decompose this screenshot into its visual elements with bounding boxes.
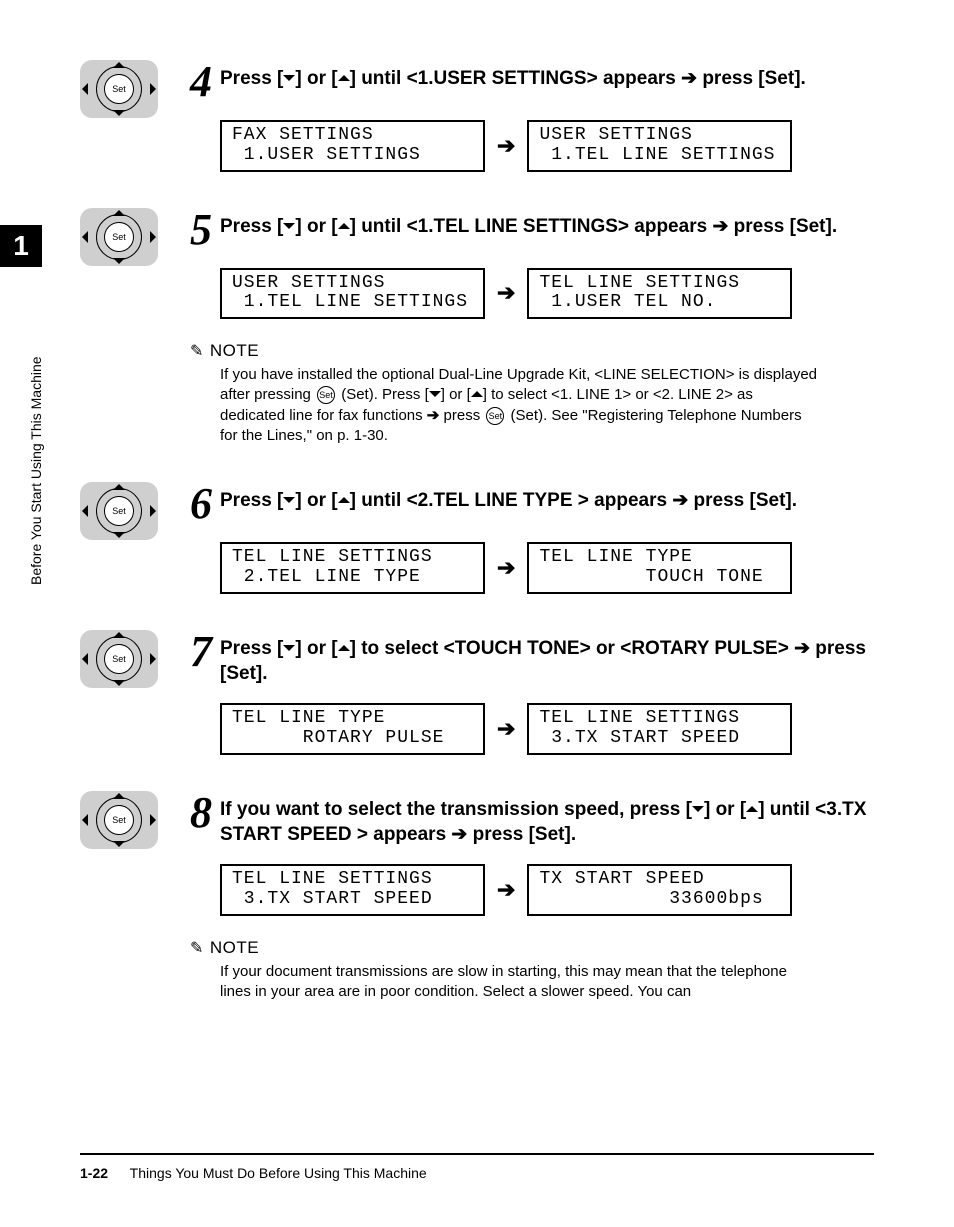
step-instruction: Press [] or [] until <1.TEL LINE SETTING…: [220, 208, 874, 240]
arrow-right-icon: ➔: [427, 407, 440, 424]
dpad-icon: Set: [80, 630, 158, 688]
up-triangle-icon: [338, 497, 350, 503]
pencil-icon: ✎: [190, 341, 204, 361]
note-block: ✎ NOTE If your document transmissions ar…: [190, 938, 874, 1003]
page-footer: 1-22 Things You Must Do Before Using Thi…: [80, 1153, 874, 1181]
step-instruction: Press [] or [] until <1.USER SETTINGS> a…: [220, 60, 874, 92]
lcd-display-row: USER SETTINGS 1.TEL LINE SETTINGS ➔ TEL …: [220, 268, 874, 320]
up-triangle-icon: [338, 223, 350, 229]
down-triangle-icon: [283, 645, 295, 651]
up-triangle-icon: [471, 391, 483, 397]
up-triangle-icon: [338, 75, 350, 81]
lcd-before: TEL LINE TYPE ROTARY PULSE: [220, 703, 485, 755]
chapter-side-tab: 1 Before You Start Using This Machine: [0, 225, 42, 585]
arrow-right-icon: ➔: [681, 68, 697, 89]
lcd-before: TEL LINE SETTINGS 2.TEL LINE TYPE: [220, 542, 485, 594]
chapter-number: 1: [13, 230, 29, 262]
step-number: 4: [190, 60, 212, 104]
lcd-before: USER SETTINGS 1.TEL LINE SETTINGS: [220, 268, 485, 320]
arrow-right-icon: ➔: [451, 824, 467, 845]
lcd-display-row: TEL LINE TYPE ROTARY PULSE ➔ TEL LINE SE…: [220, 703, 874, 755]
page-number: 1-22: [80, 1165, 108, 1181]
step-5: Set 5 Press [] or [] until <1.TEL LINE S…: [80, 208, 874, 447]
lcd-display-row: TEL LINE SETTINGS 2.TEL LINE TYPE ➔ TEL …: [220, 542, 874, 594]
down-triangle-icon: [283, 75, 295, 81]
arrow-right-icon: ➔: [672, 490, 688, 511]
lcd-after: TEL LINE TYPE TOUCH TONE: [527, 542, 792, 594]
lcd-before: TEL LINE SETTINGS 3.TX START SPEED: [220, 864, 485, 916]
up-triangle-icon: [746, 806, 758, 812]
step-number: 6: [190, 482, 212, 526]
lcd-display-row: FAX SETTINGS 1.USER SETTINGS ➔ USER SETT…: [220, 120, 874, 172]
pencil-icon: ✎: [190, 938, 204, 958]
step-7: Set 7 Press [] or [] to select <TOUCH TO…: [80, 630, 874, 755]
step-8: Set 8 If you want to select the transmis…: [80, 791, 874, 1002]
step-number: 8: [190, 791, 212, 835]
step-number: 7: [190, 630, 212, 674]
lcd-display-row: TEL LINE SETTINGS 3.TX START SPEED ➔ TX …: [220, 864, 874, 916]
step-instruction: Press [] or [] until <2.TEL LINE TYPE > …: [220, 482, 874, 514]
lcd-after: TX START SPEED 33600bps: [527, 864, 792, 916]
note-block: ✎ NOTE If you have installed the optiona…: [190, 341, 874, 446]
down-triangle-icon: [283, 223, 295, 229]
arrow-right-icon: ➔: [794, 638, 810, 659]
chapter-number-box: 1: [0, 225, 42, 267]
step-4: Set 4 Press [] or [] until <1.USER SETTI…: [80, 60, 874, 172]
dpad-icon: Set: [80, 791, 158, 849]
step-instruction: Press [] or [] to select <TOUCH TONE> or…: [220, 630, 874, 687]
note-label: ✎ NOTE: [190, 938, 874, 958]
lcd-after: TEL LINE SETTINGS 3.TX START SPEED: [527, 703, 792, 755]
arrow-right-icon: ➔: [497, 133, 515, 159]
step-number: 5: [190, 208, 212, 252]
chapter-side-label: Before You Start Using This Machine: [28, 356, 44, 585]
down-triangle-icon: [283, 497, 295, 503]
dpad-icon: Set: [80, 208, 158, 266]
dpad-icon: Set: [80, 60, 158, 118]
lcd-after: USER SETTINGS 1.TEL LINE SETTINGS: [527, 120, 792, 172]
dpad-icon: Set: [80, 482, 158, 540]
set-circle-icon: Set: [486, 407, 504, 425]
note-text: If you have installed the optional Dual-…: [220, 365, 820, 446]
lcd-before: FAX SETTINGS 1.USER SETTINGS: [220, 120, 485, 172]
lcd-after: TEL LINE SETTINGS 1.USER TEL NO.: [527, 268, 792, 320]
down-triangle-icon: [692, 806, 704, 812]
note-label: ✎ NOTE: [190, 341, 874, 361]
arrow-right-icon: ➔: [497, 716, 515, 742]
up-triangle-icon: [338, 645, 350, 651]
set-circle-icon: Set: [317, 386, 335, 404]
note-text: If your document transmissions are slow …: [220, 962, 820, 1003]
arrow-right-icon: ➔: [497, 280, 515, 306]
footer-title: Things You Must Do Before Using This Mac…: [130, 1165, 427, 1181]
step-6: Set 6 Press [] or [] until <2.TEL LINE T…: [80, 482, 874, 594]
step-instruction: If you want to select the transmission s…: [220, 791, 874, 848]
arrow-right-icon: ➔: [497, 555, 515, 581]
down-triangle-icon: [429, 391, 441, 397]
arrow-right-icon: ➔: [712, 216, 728, 237]
arrow-right-icon: ➔: [497, 877, 515, 903]
